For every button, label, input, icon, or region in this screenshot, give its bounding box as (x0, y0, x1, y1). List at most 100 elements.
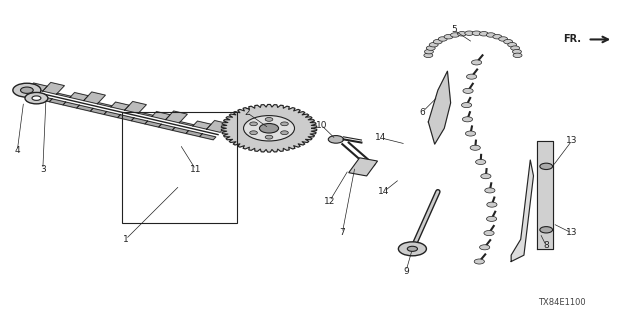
Circle shape (484, 188, 495, 193)
Polygon shape (193, 121, 211, 129)
Text: 14: 14 (375, 133, 386, 142)
Circle shape (499, 37, 508, 41)
Polygon shape (179, 122, 194, 126)
Circle shape (484, 230, 494, 236)
Circle shape (486, 216, 497, 221)
Polygon shape (207, 121, 228, 132)
Polygon shape (36, 96, 52, 102)
Text: 3: 3 (40, 165, 45, 174)
Polygon shape (70, 92, 88, 100)
Circle shape (472, 60, 482, 65)
Circle shape (250, 122, 257, 126)
Polygon shape (111, 102, 129, 110)
Polygon shape (90, 108, 107, 115)
Circle shape (259, 124, 278, 133)
Circle shape (481, 174, 491, 179)
Circle shape (472, 31, 481, 36)
Polygon shape (125, 101, 147, 113)
Text: 7: 7 (339, 228, 345, 237)
Circle shape (424, 53, 433, 58)
Text: 4: 4 (15, 146, 20, 155)
Circle shape (25, 92, 48, 104)
Circle shape (540, 163, 552, 170)
Circle shape (438, 37, 447, 41)
Text: 13: 13 (566, 228, 577, 237)
Text: TX84E1100: TX84E1100 (538, 298, 586, 307)
Circle shape (265, 135, 273, 139)
Circle shape (487, 202, 497, 207)
Circle shape (13, 83, 41, 97)
Polygon shape (166, 111, 188, 123)
Polygon shape (22, 92, 38, 99)
Circle shape (513, 50, 522, 54)
Text: 6: 6 (419, 108, 425, 117)
Polygon shape (152, 112, 170, 120)
Circle shape (465, 131, 476, 136)
Circle shape (476, 159, 486, 164)
Polygon shape (511, 160, 534, 261)
Circle shape (508, 43, 516, 47)
Polygon shape (84, 92, 106, 104)
Circle shape (486, 33, 495, 37)
Polygon shape (131, 118, 148, 124)
Polygon shape (43, 83, 65, 94)
Circle shape (474, 259, 484, 264)
Polygon shape (145, 121, 161, 127)
Circle shape (470, 145, 481, 150)
Polygon shape (138, 112, 153, 116)
Circle shape (504, 39, 513, 44)
Circle shape (244, 116, 294, 141)
Circle shape (463, 88, 473, 93)
Polygon shape (200, 134, 216, 140)
Polygon shape (186, 131, 202, 137)
Circle shape (281, 131, 288, 135)
Circle shape (250, 131, 257, 135)
Polygon shape (49, 99, 66, 105)
Circle shape (479, 245, 490, 250)
Circle shape (467, 74, 477, 79)
Text: 10: 10 (316, 121, 327, 130)
Polygon shape (104, 112, 120, 117)
Circle shape (426, 46, 435, 50)
Polygon shape (172, 127, 189, 133)
Text: 14: 14 (378, 187, 389, 196)
Polygon shape (428, 71, 451, 144)
Text: 8: 8 (543, 241, 549, 250)
Text: 9: 9 (403, 267, 409, 276)
Circle shape (511, 46, 520, 50)
Circle shape (20, 87, 33, 93)
Text: 1: 1 (123, 235, 129, 244)
Bar (122, 112, 237, 223)
Circle shape (479, 32, 488, 36)
Circle shape (540, 227, 552, 233)
Circle shape (398, 242, 426, 256)
Text: 2: 2 (244, 108, 250, 117)
Circle shape (513, 53, 522, 58)
Circle shape (465, 31, 474, 36)
Circle shape (451, 33, 460, 37)
Circle shape (433, 39, 442, 44)
Bar (349, 158, 378, 176)
Text: 11: 11 (190, 165, 202, 174)
Polygon shape (77, 105, 93, 111)
Polygon shape (159, 124, 175, 130)
Circle shape (458, 32, 467, 36)
Circle shape (444, 35, 453, 39)
Polygon shape (63, 102, 79, 108)
Circle shape (407, 246, 417, 252)
Circle shape (328, 136, 344, 143)
Circle shape (265, 117, 273, 121)
Polygon shape (118, 115, 134, 121)
Circle shape (32, 96, 41, 100)
Circle shape (281, 122, 288, 126)
Polygon shape (97, 103, 112, 107)
Text: 12: 12 (324, 197, 335, 206)
Polygon shape (221, 105, 317, 152)
Circle shape (462, 117, 472, 122)
Polygon shape (537, 141, 552, 249)
Polygon shape (56, 93, 71, 97)
Text: 13: 13 (566, 136, 577, 146)
Circle shape (424, 50, 433, 54)
Circle shape (429, 43, 438, 47)
Circle shape (493, 35, 502, 39)
